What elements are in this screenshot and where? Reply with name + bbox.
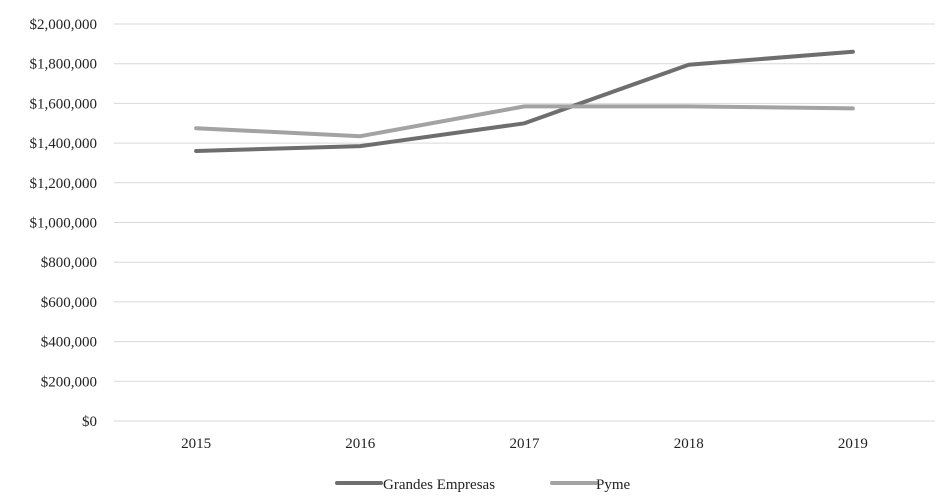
y-tick-label: $1,800,000 [30,57,98,73]
y-tick-label: $400,000 [41,335,97,351]
x-tick-label: 2018 [674,436,704,452]
y-tick-label: $2,000,000 [30,17,98,33]
y-tick-label: $0 [82,414,97,430]
x-tick-label: 2016 [345,436,376,452]
y-tick-label: $200,000 [41,374,97,390]
y-axis-tick-labels: $0 $200,000 $400,000 $600,000 $800,000 $1,000… [30,17,98,430]
legend-label: Pyme [596,477,631,493]
x-tick-label: 2017 [510,436,541,452]
series-line-pyme [194,104,855,139]
x-tick-label: 2015 [181,436,211,452]
legend: Grandes Empresas Pyme [335,477,631,493]
y-tick-label: $1,000,000 [30,216,98,232]
series-line-grandes-empresas [194,49,855,153]
series-lines [194,49,855,153]
y-tick-label: $1,200,000 [30,176,98,192]
y-tick-label: $800,000 [41,255,97,271]
legend-label: Grandes Empresas [383,477,495,493]
x-axis-tick-labels: 2015 2016 2017 2018 2019 [181,436,868,452]
y-tick-label: $1,600,000 [30,96,98,112]
gridlines [114,23,935,422]
y-tick-label: $600,000 [41,295,97,311]
x-tick-label: 2019 [838,436,868,452]
y-tick-label: $1,400,000 [30,136,98,152]
